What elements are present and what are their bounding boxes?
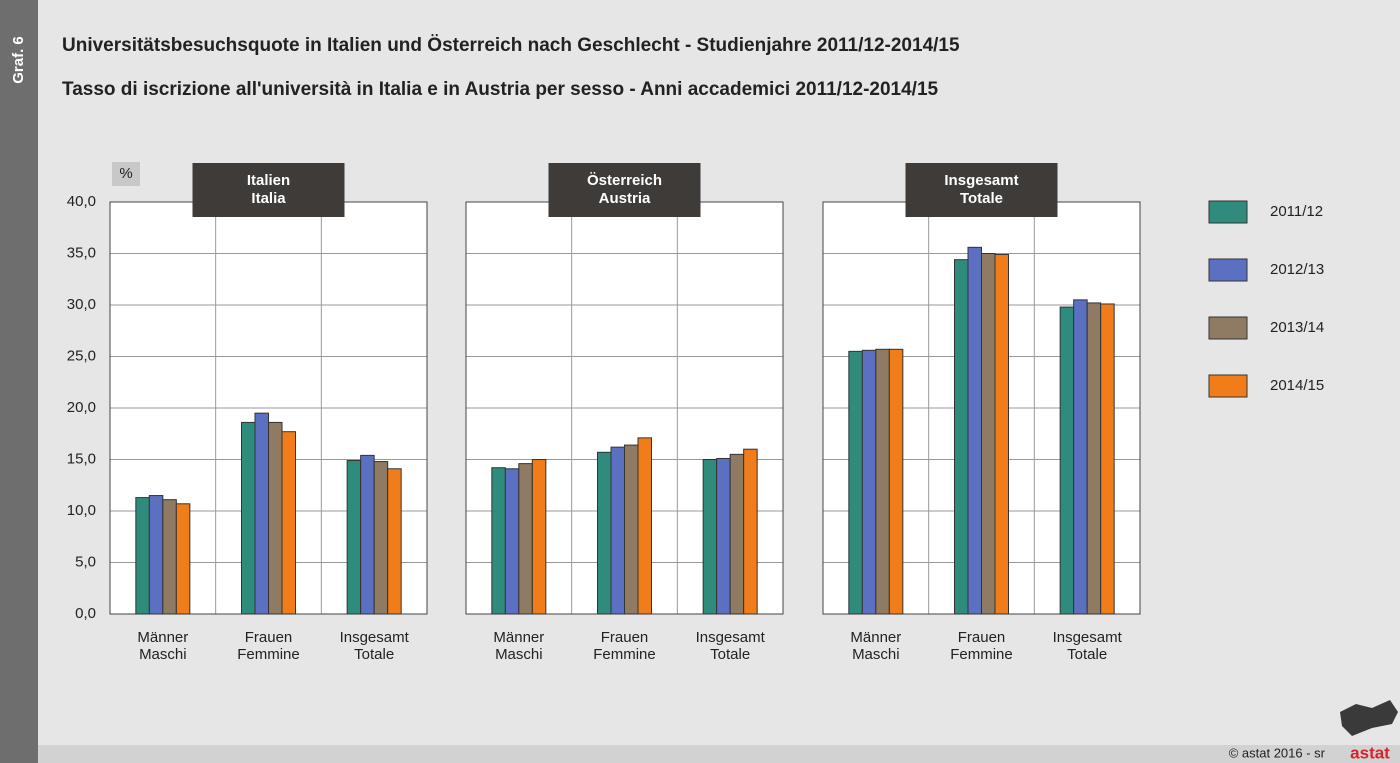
panel-title-box	[548, 163, 701, 217]
logo-text: astat	[1350, 743, 1390, 762]
x-tick-label: Totale	[710, 646, 750, 663]
y-tick-label: 20,0	[67, 399, 96, 416]
bar	[162, 499, 177, 615]
bar	[491, 467, 506, 615]
legend-swatch	[1208, 200, 1248, 224]
bar	[848, 350, 863, 615]
bar	[373, 461, 389, 615]
y-tick-label: 10,0	[67, 502, 96, 519]
chart-subtitle: Tasso di iscrizione all'università in It…	[62, 79, 939, 100]
logo-shape	[1340, 700, 1398, 736]
x-tick-label: Femmine	[237, 646, 300, 663]
y-tick-label: 35,0	[67, 244, 96, 261]
ylabel-box	[112, 162, 140, 186]
legend-label: 2013/14	[1270, 319, 1324, 336]
x-tick-label: Maschi	[852, 646, 900, 663]
bar	[981, 253, 996, 615]
side-strip	[0, 0, 38, 763]
x-tick-label: Männer	[493, 629, 544, 646]
y-tick-label: 15,0	[67, 450, 96, 467]
bar	[597, 451, 612, 615]
bar	[148, 495, 164, 615]
bar	[994, 254, 1009, 615]
bar	[702, 459, 718, 615]
bar	[268, 421, 283, 615]
legend-label: 2014/15	[1270, 377, 1324, 394]
x-tick-label: Männer	[137, 629, 188, 646]
bar	[716, 457, 731, 615]
bar	[254, 412, 269, 615]
y-tick-label: 0,0	[75, 605, 96, 622]
panel-title: Austria	[599, 190, 651, 207]
panel-title: Italien	[247, 172, 290, 189]
y-tick-label: 5,0	[75, 553, 96, 570]
bar	[504, 468, 520, 615]
bar	[135, 497, 150, 615]
legend-swatch	[1208, 374, 1248, 398]
y-tick-label: 40,0	[67, 193, 96, 210]
x-tick-label: Frauen	[245, 629, 293, 646]
y-tick-label: 30,0	[67, 296, 96, 313]
x-tick-label: Femmine	[950, 646, 1013, 663]
legend-swatch	[1208, 258, 1248, 282]
panel-title: Insgesamt	[944, 172, 1018, 189]
legend-label: 2012/13	[1270, 261, 1324, 278]
graph-label: Graf. 6	[10, 36, 27, 84]
panel-title-box	[905, 163, 1058, 217]
x-tick-label: Insgesamt	[696, 629, 766, 646]
bar	[1073, 299, 1088, 615]
legend-label: 2011/12	[1270, 203, 1323, 220]
x-tick-label: Totale	[354, 646, 394, 663]
bar	[241, 421, 256, 615]
x-tick-label: Maschi	[495, 646, 543, 663]
bar	[531, 459, 547, 615]
bar	[610, 446, 625, 615]
x-tick-label: Insgesamt	[340, 629, 410, 646]
footer-strip	[38, 745, 1400, 763]
x-tick-label: Totale	[1067, 646, 1107, 663]
bar	[888, 348, 904, 615]
x-tick-label: Frauen	[601, 629, 649, 646]
logo: astat	[1340, 700, 1398, 762]
x-tick-label: Frauen	[958, 629, 1006, 646]
chart-title: Universitätsbesuchsquote in Italien und …	[62, 35, 960, 56]
bar	[1086, 302, 1102, 615]
bar	[624, 444, 639, 615]
bar	[346, 460, 362, 615]
y-tick-label: 25,0	[67, 347, 96, 364]
bar	[281, 431, 296, 615]
bar	[175, 503, 191, 615]
bar	[967, 246, 982, 615]
bar	[637, 437, 652, 615]
x-tick-label: Männer	[850, 629, 901, 646]
bar	[1059, 306, 1075, 615]
y-axis-label: %	[119, 165, 132, 182]
bar	[387, 468, 402, 615]
x-tick-label: Insgesamt	[1053, 629, 1123, 646]
bar	[743, 448, 758, 615]
bar	[861, 349, 877, 615]
x-tick-label: Femmine	[593, 646, 656, 663]
bar	[360, 454, 375, 615]
bar	[954, 259, 969, 615]
bar	[518, 463, 533, 615]
bar	[1100, 303, 1115, 615]
panel-title: Italia	[251, 190, 286, 207]
footer: © astat 2016 - sr	[1229, 745, 1326, 760]
panel-title-box	[192, 163, 345, 217]
legend-swatch	[1208, 316, 1248, 340]
bar	[875, 348, 890, 615]
panel-title: Totale	[960, 190, 1003, 207]
panel-title: Österreich	[587, 172, 662, 189]
bar	[729, 453, 745, 615]
x-tick-label: Maschi	[139, 646, 187, 663]
